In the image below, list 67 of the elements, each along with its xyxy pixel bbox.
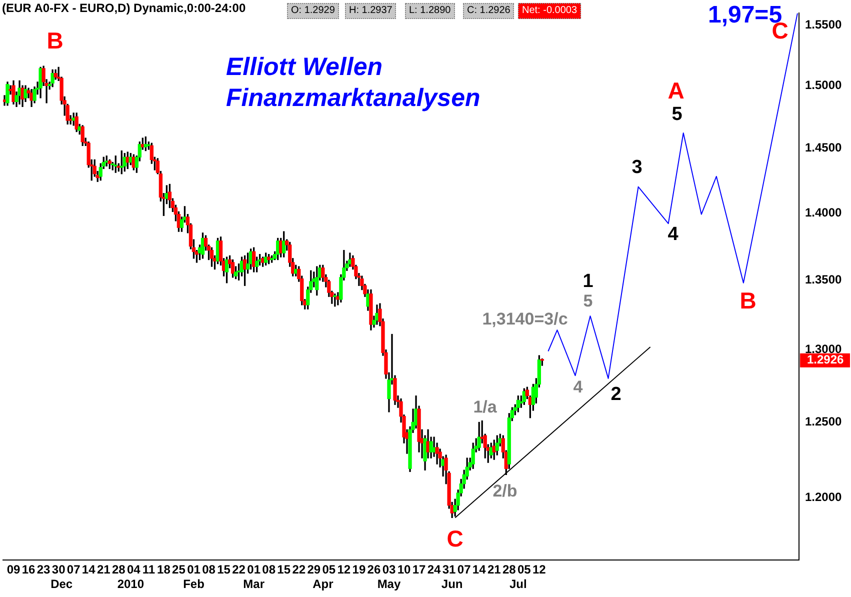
x-tick-label: 22 [292, 562, 306, 577]
annotation: 1 [582, 271, 594, 292]
annotation: C: 1.2926 [463, 3, 514, 19]
annotation: 2/b [492, 482, 518, 501]
x-tick-label: 08 [202, 562, 216, 577]
y-tick-label: 1.4000 [805, 205, 842, 220]
annotation: 1/a [473, 398, 498, 417]
x-tick-label: Jun [441, 577, 463, 592]
x-tick-label: 12 [337, 562, 351, 577]
annotation: O: 1.2929 [287, 3, 339, 19]
x-tick-label: 25 [172, 562, 186, 577]
x-tick-label: 07 [66, 562, 81, 577]
x-tick-label: Apr [312, 577, 334, 592]
x-tick-label: 23 [36, 562, 51, 577]
x-tick-label: 17 [412, 562, 426, 577]
annotation: C [446, 525, 464, 552]
x-tick-label: 24 [427, 562, 442, 577]
annotation: Net: -0.0003 [518, 3, 582, 19]
x-tick-label: 05 [517, 562, 532, 577]
x-tick-label: 15 [277, 562, 291, 577]
annotation: 4 [573, 378, 584, 397]
y-tick-label: 1.2000 [805, 490, 842, 504]
x-tick-label: 22 [232, 562, 246, 577]
y-tick-label: 1.5500 [805, 17, 842, 32]
x-tick-label: 08 [262, 562, 276, 577]
y-tick-label: 1.4500 [805, 140, 842, 155]
annotation: 5 [583, 292, 593, 311]
y-tick-label: 1.3500 [805, 272, 842, 286]
x-tick-label: 19 [352, 562, 366, 577]
annotation: A [668, 77, 684, 104]
x-tick-label: 04 [126, 562, 141, 577]
x-tick-label: Jul [509, 577, 527, 592]
annotation: Finanzmarktanalysen [226, 84, 480, 112]
annotation: 2 [610, 384, 622, 406]
x-tick-label: 15 [217, 562, 231, 577]
x-tick-label: 11 [142, 562, 156, 577]
x-tick-label: 07 [457, 562, 472, 577]
x-tick-label: 14 [472, 562, 486, 577]
annotation: H: 1.2937 [345, 3, 396, 19]
x-tick-label: 26 [367, 562, 381, 577]
x-tick-label: 12 [532, 562, 546, 577]
x-tick-label: 31 [442, 562, 456, 577]
annotation: 3 [632, 157, 642, 178]
annotation: B [740, 287, 756, 314]
x-tick-label: 14 [82, 562, 96, 577]
x-tick-label: 09 [6, 562, 21, 577]
chart-title: (EUR A0-FX - EURO,D) Dynamic,0:00-24:00 [2, 1, 246, 15]
annotation: 1,3140=3/c [482, 310, 568, 329]
x-tick-label: 29 [307, 562, 321, 577]
annotation: B [46, 27, 64, 54]
annotation: Elliott Wellen [226, 52, 382, 81]
annotation: 5 [672, 104, 683, 126]
x-tick-label: Dec [50, 577, 73, 592]
y-tick-label: 1.5000 [805, 78, 842, 92]
annotation: 4 [668, 224, 679, 246]
x-tick-label: 21 [487, 562, 502, 577]
y-tick-label: 1.2500 [805, 414, 842, 429]
x-tick-label: 21 [96, 562, 111, 577]
x-tick-label: 16 [22, 562, 36, 577]
x-tick-label: 2010 [117, 577, 144, 592]
x-tick-label: 30 [52, 562, 66, 577]
x-tick-label: 28 [112, 562, 126, 577]
x-tick-label: 10 [397, 562, 411, 577]
x-tick-label: 18 [157, 562, 171, 577]
annotation: L: 1.2890 [405, 3, 455, 19]
x-tick-label: 05 [322, 562, 336, 577]
x-tick-label: 28 [502, 562, 516, 577]
